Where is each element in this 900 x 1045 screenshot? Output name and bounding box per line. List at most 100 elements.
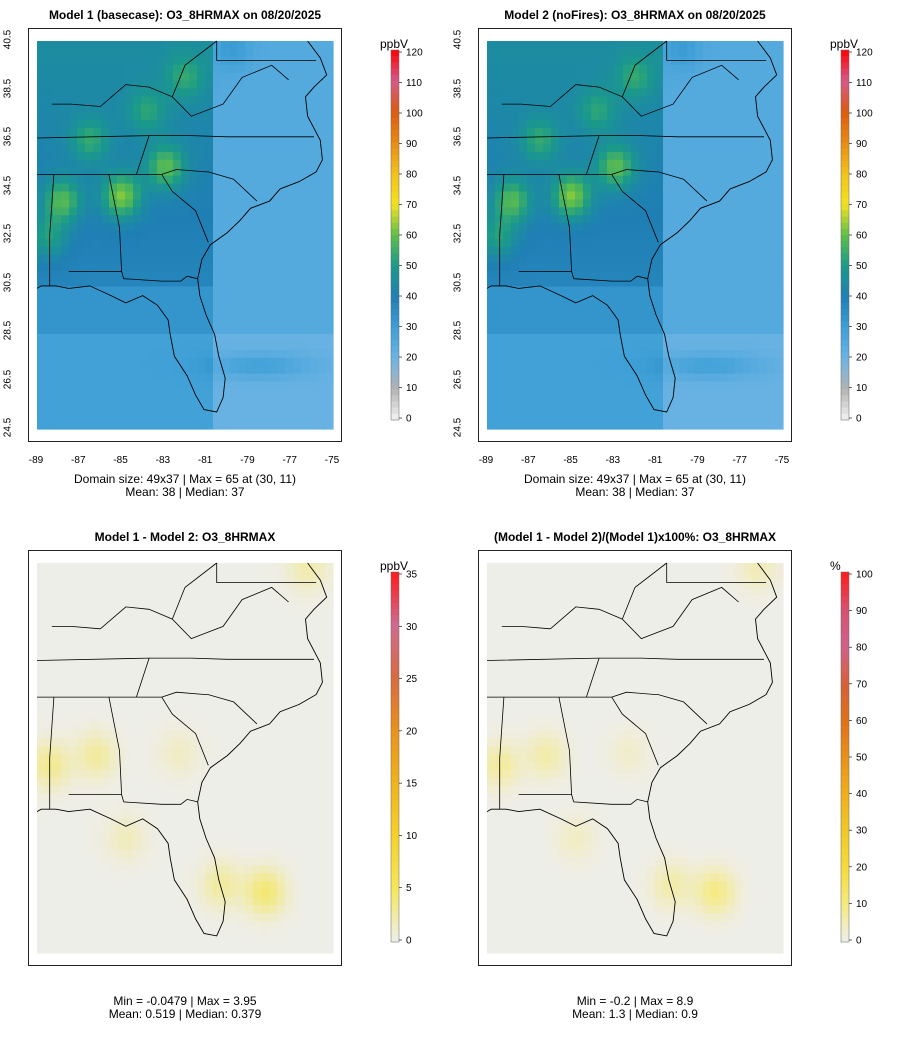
map-cell: [229, 421, 238, 430]
map-cell: [583, 120, 592, 129]
map-cell: [245, 294, 254, 303]
map-cell: [583, 397, 592, 406]
map-cell: [511, 405, 520, 414]
map-cell: [69, 365, 78, 375]
map-cell: [205, 41, 214, 50]
map-cell: [85, 72, 94, 82]
map-cell: [325, 389, 334, 398]
map-cell: [181, 286, 190, 295]
map-cell: [647, 159, 656, 169]
map-cell: [623, 112, 632, 121]
map-cell: [53, 785, 62, 795]
map-cell: [125, 397, 134, 406]
map-cell: [767, 96, 776, 105]
map-cell: [607, 238, 616, 248]
map-cell: [591, 373, 600, 383]
colorbar-segment: [841, 383, 849, 390]
map-cell: [647, 175, 656, 185]
map-cell: [189, 223, 198, 232]
map-cell: [133, 817, 142, 827]
map-cell: [639, 357, 648, 367]
map-cell: [671, 413, 680, 422]
map-cell: [487, 421, 496, 430]
colorbar-segment: [391, 395, 399, 402]
y-tick-label: 36.5: [2, 126, 14, 147]
map-cell: [277, 278, 286, 288]
map-cell: [69, 207, 78, 216]
map-cell: [53, 72, 62, 82]
map-cell: [591, 310, 600, 319]
map-cell: [567, 167, 576, 177]
map-cell: [197, 381, 206, 391]
map-cell: [567, 128, 576, 137]
map-cell: [189, 413, 198, 422]
map-cell: [53, 381, 62, 391]
map-cell: [495, 405, 504, 414]
map-cell: [695, 302, 704, 311]
map-cell: [615, 421, 624, 430]
map-cell: [61, 215, 70, 224]
map-cell: [85, 761, 94, 771]
map-cell: [527, 326, 536, 335]
map-cell: [157, 682, 166, 691]
map-cell: [591, 349, 600, 359]
map-cell: [487, 389, 496, 398]
map-cell: [671, 56, 680, 66]
map-cell: [719, 104, 728, 113]
map-cell: [213, 326, 222, 335]
map-cell: [117, 238, 126, 248]
x-tick-label: -89: [478, 455, 494, 466]
map-cell: [109, 777, 118, 787]
map-cell: [245, 310, 254, 319]
map-cell: [125, 865, 134, 875]
map-cell: [37, 421, 46, 430]
map-cell: [45, 246, 54, 256]
map-cell: [53, 41, 62, 50]
map-cell: [285, 167, 294, 177]
map-cell: [133, 183, 142, 193]
map-cell: [85, 199, 94, 208]
map-cell: [759, 238, 768, 248]
map-cell: [125, 801, 134, 811]
map-cell: [181, 801, 190, 811]
map-cell: [205, 610, 214, 620]
map-cell: [495, 357, 504, 367]
map-cell: [583, 389, 592, 398]
map-cell: [655, 286, 664, 295]
map-cell: [37, 175, 46, 185]
map-cell: [125, 151, 134, 161]
map-cell: [61, 381, 70, 391]
map-cell: [189, 570, 198, 580]
map-cell: [285, 389, 294, 398]
map-cell: [37, 326, 46, 335]
map-cell: [325, 120, 334, 129]
map-cell: [575, 357, 584, 367]
map-cell: [237, 421, 246, 430]
map-cell: [173, 310, 182, 319]
map-cell: [631, 413, 640, 422]
map-cell: [149, 825, 158, 835]
map-cell: [181, 302, 190, 311]
map-cell: [53, 594, 62, 604]
map-cell: [37, 231, 46, 240]
map-cell: [77, 405, 86, 414]
map-cell: [245, 120, 254, 129]
map-cell: [607, 72, 616, 82]
map-cell: [511, 143, 520, 153]
map-cell: [503, 136, 512, 145]
map-cell: [101, 921, 110, 930]
map-cell: [575, 262, 584, 272]
map-cell: [213, 262, 222, 272]
map-cell: [101, 785, 110, 795]
map-cell: [735, 48, 744, 58]
map-cell: [53, 761, 62, 771]
map-cell: [205, 112, 214, 121]
map-cell: [751, 151, 760, 161]
map-cell: [133, 389, 142, 398]
map-cell: [775, 421, 784, 430]
map-cell: [53, 231, 62, 240]
map-cell: [253, 136, 262, 145]
map-cell: [173, 833, 182, 843]
colorbar-segment: [391, 272, 399, 279]
map-cell: [583, 207, 592, 216]
